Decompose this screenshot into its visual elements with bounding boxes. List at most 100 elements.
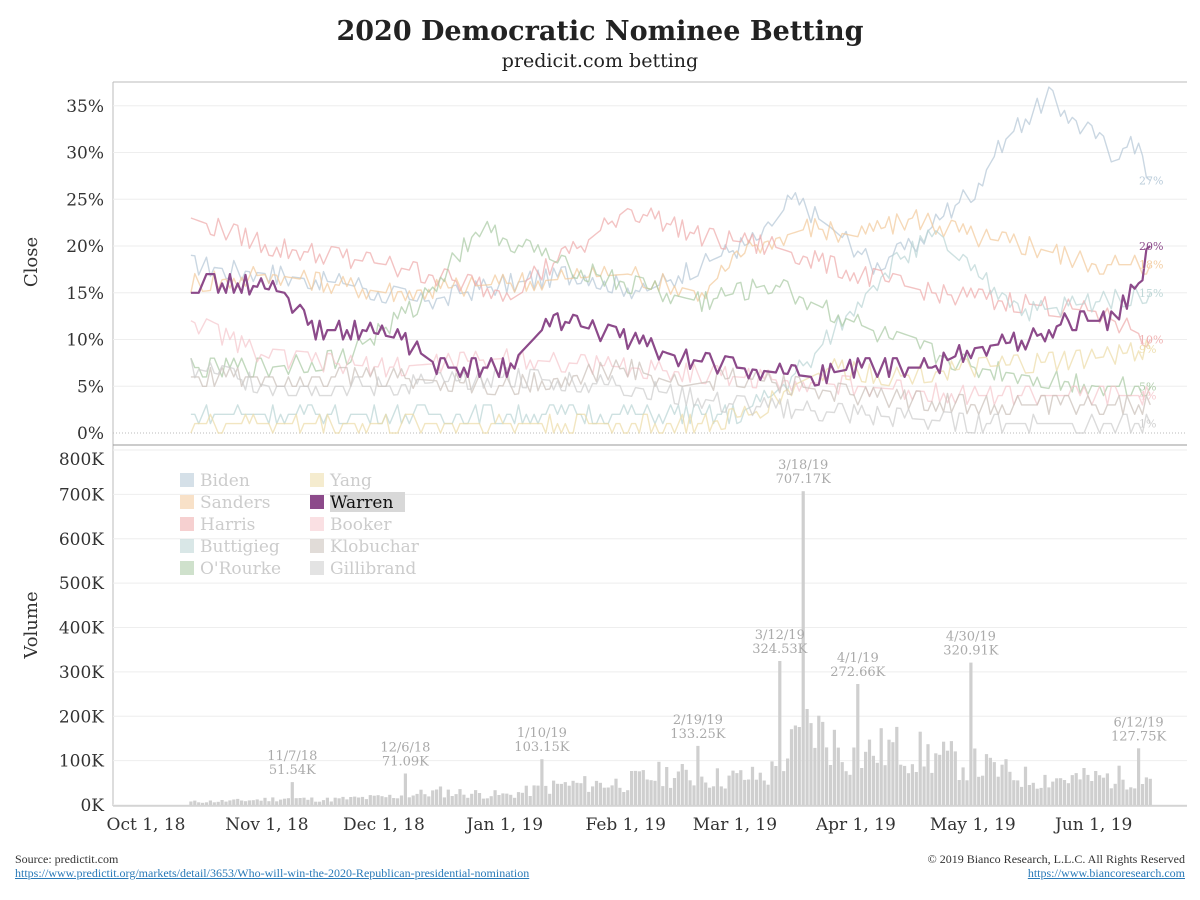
volume-bar [871, 755, 875, 805]
volume-annotation-date: 3/18/19 [778, 458, 828, 473]
volume-bar [770, 761, 774, 805]
volume-annotation-date: 1/10/19 [517, 726, 567, 741]
volume-bar [852, 747, 856, 805]
volume-bar [661, 786, 665, 805]
volume-bar [415, 793, 419, 805]
volume-bar [450, 796, 454, 805]
legend-item-label: Buttigieg [200, 537, 280, 557]
volume-annotation-date: 2/19/19 [673, 713, 723, 728]
legend-swatch [310, 517, 324, 531]
volume-bar [727, 775, 731, 805]
volume-bar [1059, 778, 1063, 805]
volume-bar [1027, 785, 1031, 805]
series-line-gillibrand [190, 358, 1151, 434]
x-tick-label: Dec 1, 18 [343, 815, 425, 835]
volume-bar [715, 768, 719, 805]
volume-bar [1121, 779, 1125, 805]
volume-bar [821, 721, 825, 805]
volume-bar [259, 800, 263, 805]
volume-bar [774, 766, 778, 805]
volume-bar [337, 798, 341, 805]
volume-bar [587, 791, 591, 805]
volume-bar [653, 780, 657, 805]
close-y-tick-label: 0% [77, 424, 104, 444]
volume-bar [828, 765, 833, 805]
volume-bar [524, 785, 528, 805]
source-label: Source: predictit.com [15, 852, 119, 866]
volume-bar [353, 796, 357, 805]
volume-bar [977, 776, 981, 805]
legend-swatch [310, 561, 324, 575]
volume-annotation-value: 71.09K [382, 754, 429, 769]
volume-bar [848, 774, 852, 805]
volume-bar [988, 757, 992, 805]
close-y-tick-label: 5% [77, 377, 104, 397]
volume-bar [680, 764, 684, 805]
volume-bar [957, 780, 961, 805]
legend-item-label: Booker [330, 515, 392, 535]
volume-bar [891, 742, 895, 805]
volume-bar [204, 802, 209, 805]
volume-annotation-date: 11/7/18 [267, 749, 317, 764]
volume-bar [403, 773, 407, 805]
volume-bar [552, 780, 556, 805]
volume-bar [360, 796, 365, 805]
volume-bar [598, 782, 602, 805]
volume-bar [1133, 788, 1137, 805]
volume-bar [723, 788, 727, 805]
volume-bar [329, 801, 333, 805]
volume-bar [735, 773, 739, 805]
volume-bar [622, 792, 626, 805]
volume-bar [1074, 773, 1078, 805]
volume-bar [505, 793, 509, 805]
volume-bar [641, 770, 645, 805]
volume-bar [411, 795, 415, 805]
volume-bar [364, 799, 368, 805]
x-tick-label: Oct 1, 18 [107, 815, 186, 835]
volume-bar [984, 754, 989, 805]
volume-bar [228, 800, 232, 805]
volume-bar [544, 785, 548, 805]
volume-bar [711, 786, 716, 805]
volume-bar [953, 751, 957, 805]
volume-bar [368, 795, 372, 805]
close-y-axis-title: Close [21, 237, 42, 287]
volume-bar [864, 751, 868, 805]
volume-bar [423, 794, 427, 805]
volume-bar [860, 768, 864, 805]
volume-bar [396, 798, 400, 805]
legend-item-label: Harris [200, 515, 255, 535]
series-line-buttigieg [190, 229, 1151, 425]
volume-bar [594, 780, 599, 805]
legend-highlight-box [330, 492, 405, 512]
volume-bar [942, 741, 946, 805]
volume-bar [883, 765, 887, 805]
volume-y-tick-label: 100K [59, 752, 104, 772]
volume-bar [399, 795, 404, 805]
volume-bar [1012, 780, 1016, 805]
volume-bar [279, 799, 283, 805]
volume-bar [665, 767, 669, 805]
x-tick-label: May 1, 19 [930, 815, 1016, 835]
volume-annotation-date: 6/12/19 [1114, 715, 1164, 730]
volume-bar [895, 726, 899, 805]
volume-bar [786, 758, 790, 805]
volume-bar [879, 728, 883, 805]
website-link[interactable]: https://www.biancoresearch.com [1027, 866, 1185, 880]
legend-swatch [310, 495, 324, 509]
end-label: 9% [1139, 343, 1156, 356]
volume-bar [778, 661, 782, 805]
volume-bar [992, 762, 996, 805]
volume-bar [263, 797, 267, 805]
volume-bar [489, 796, 493, 805]
legend-swatch [180, 561, 194, 575]
source-link[interactable]: https://www.predictit.org/markets/detail… [15, 866, 530, 880]
volume-bar [302, 797, 306, 805]
volume-bar [333, 797, 337, 805]
volume-bar [1113, 783, 1117, 805]
volume-bar [583, 776, 587, 805]
volume-bar [1105, 773, 1109, 805]
volume-bar [1140, 784, 1145, 805]
volume-y-tick-label: 800K [59, 450, 104, 470]
